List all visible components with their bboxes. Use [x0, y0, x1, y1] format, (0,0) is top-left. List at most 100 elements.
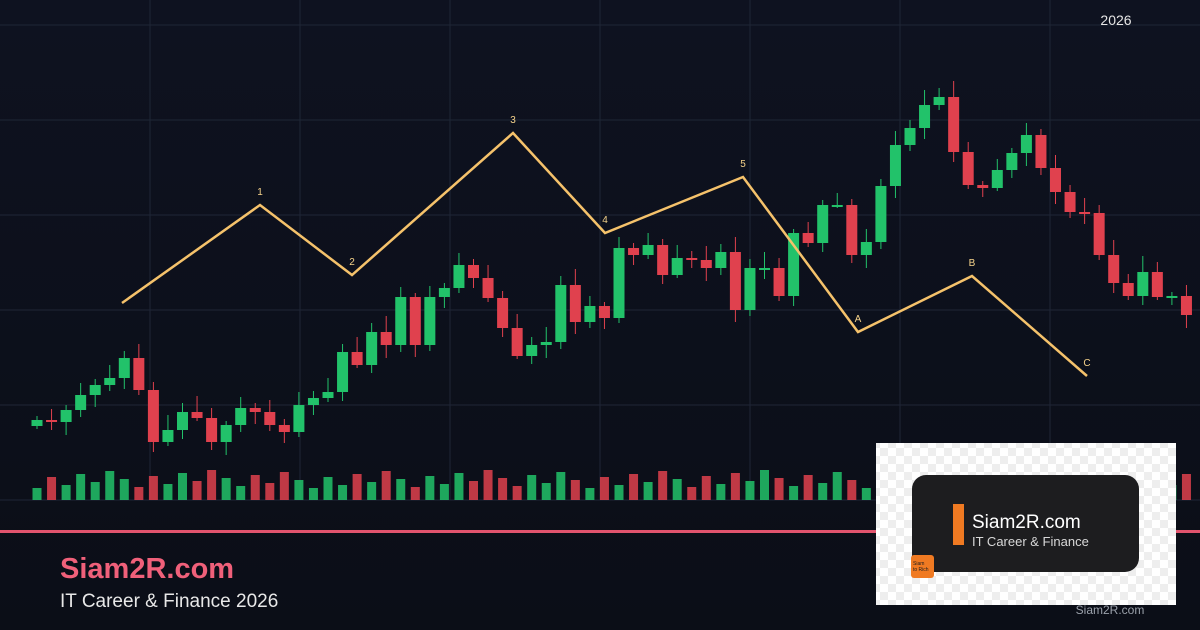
candle: [380, 332, 392, 345]
volume-bar: [789, 486, 799, 500]
card-icon-text: Siam: [913, 561, 924, 567]
wave-label: C: [1083, 358, 1090, 369]
candle: [1020, 135, 1032, 153]
volume-bar: [367, 482, 377, 500]
candle: [613, 248, 625, 318]
candle: [1079, 212, 1091, 214]
candle: [598, 306, 610, 318]
candle: [657, 245, 669, 275]
candle: [409, 297, 421, 345]
logo-card: Siam2R.com IT Career & Finance Siam to R…: [876, 443, 1176, 605]
card-accent: [953, 504, 964, 545]
candle: [569, 285, 581, 322]
volume-bar: [774, 478, 784, 500]
volume-bar: [1181, 474, 1191, 500]
candle: [453, 265, 465, 288]
volume-bar: [454, 473, 464, 500]
candle: [322, 392, 334, 398]
candle: [438, 288, 450, 297]
volume-bar: [148, 476, 158, 500]
candle: [482, 278, 494, 298]
watermark: Siam2R.com: [1076, 603, 1145, 617]
candle: [1035, 135, 1047, 168]
volume-bar: [585, 488, 595, 500]
candle: [307, 398, 319, 405]
candle: [1137, 272, 1149, 296]
volume-bar: [279, 472, 289, 500]
candle: [104, 378, 116, 385]
candle: [468, 265, 479, 278]
volume-bar: [643, 482, 653, 500]
candle: [162, 430, 174, 442]
wave-label: A: [855, 314, 862, 325]
candle: [715, 252, 727, 268]
volume-bar: [76, 474, 86, 500]
candle: [628, 248, 640, 255]
wave-label: 1: [257, 187, 263, 198]
candle: [860, 242, 872, 255]
volume-bar: [47, 477, 57, 500]
volume-bar: [760, 470, 769, 500]
volume-bar: [832, 472, 842, 500]
volume-bar: [614, 485, 624, 500]
candle: [177, 412, 188, 430]
candle: [1050, 168, 1061, 192]
volume-bar: [294, 480, 304, 500]
candle: [133, 358, 145, 390]
candle: [948, 97, 960, 152]
candle: [191, 412, 203, 418]
candle: [977, 185, 989, 188]
separator: [0, 530, 1200, 533]
candle: [875, 186, 887, 242]
volume-bar: [629, 474, 639, 500]
candle: [991, 170, 1003, 188]
year-label: 2026: [1100, 12, 1131, 28]
candle: [962, 152, 974, 185]
volume-bar: [803, 475, 813, 500]
wave-label: 2: [349, 257, 355, 268]
wave-label: 5: [740, 159, 746, 170]
candle: [118, 358, 130, 378]
wave-lines: 1 2 3 4 5 A B C: [121, 115, 1091, 377]
volume-bar: [90, 482, 100, 500]
candle: [526, 345, 538, 356]
candle: [642, 245, 654, 255]
volume-bar: [250, 475, 260, 500]
candle: [1180, 296, 1192, 315]
card-icon-text: to Rich: [913, 567, 929, 573]
volume-bar: [32, 488, 42, 500]
candle: [671, 258, 683, 275]
candle: [889, 145, 901, 186]
candle: [831, 205, 843, 207]
volume-bar: [687, 487, 697, 500]
candle: [540, 342, 552, 345]
volume-bar: [61, 485, 71, 500]
volume-bar: [469, 481, 478, 500]
brand-tagline: IT Career & Finance 2026: [60, 591, 278, 612]
volume-bar: [236, 486, 246, 500]
volume-bar: [134, 487, 144, 500]
card-name: Siam2R.com: [972, 512, 1081, 533]
wave-label: 3: [510, 115, 516, 126]
volume-bar: [410, 487, 420, 500]
volume-bar: [396, 479, 406, 500]
wave-line: [121, 131, 1088, 377]
volume-bar: [265, 483, 275, 500]
card-icon: [911, 555, 934, 578]
candle: [555, 285, 567, 342]
volume-bar: [599, 477, 609, 500]
volume-bar: [338, 485, 348, 500]
volume-bar: [178, 473, 187, 500]
card-tagline: IT Career & Finance: [972, 534, 1089, 549]
candle: [933, 97, 945, 105]
volume-bar: [512, 486, 522, 500]
candle: [846, 205, 858, 255]
volume-bar: [381, 471, 391, 500]
volume-bar: [745, 481, 755, 500]
candle: [220, 425, 232, 442]
candle: [788, 233, 800, 296]
candle: [744, 268, 756, 310]
candle: [919, 105, 931, 128]
candle: [46, 420, 58, 422]
